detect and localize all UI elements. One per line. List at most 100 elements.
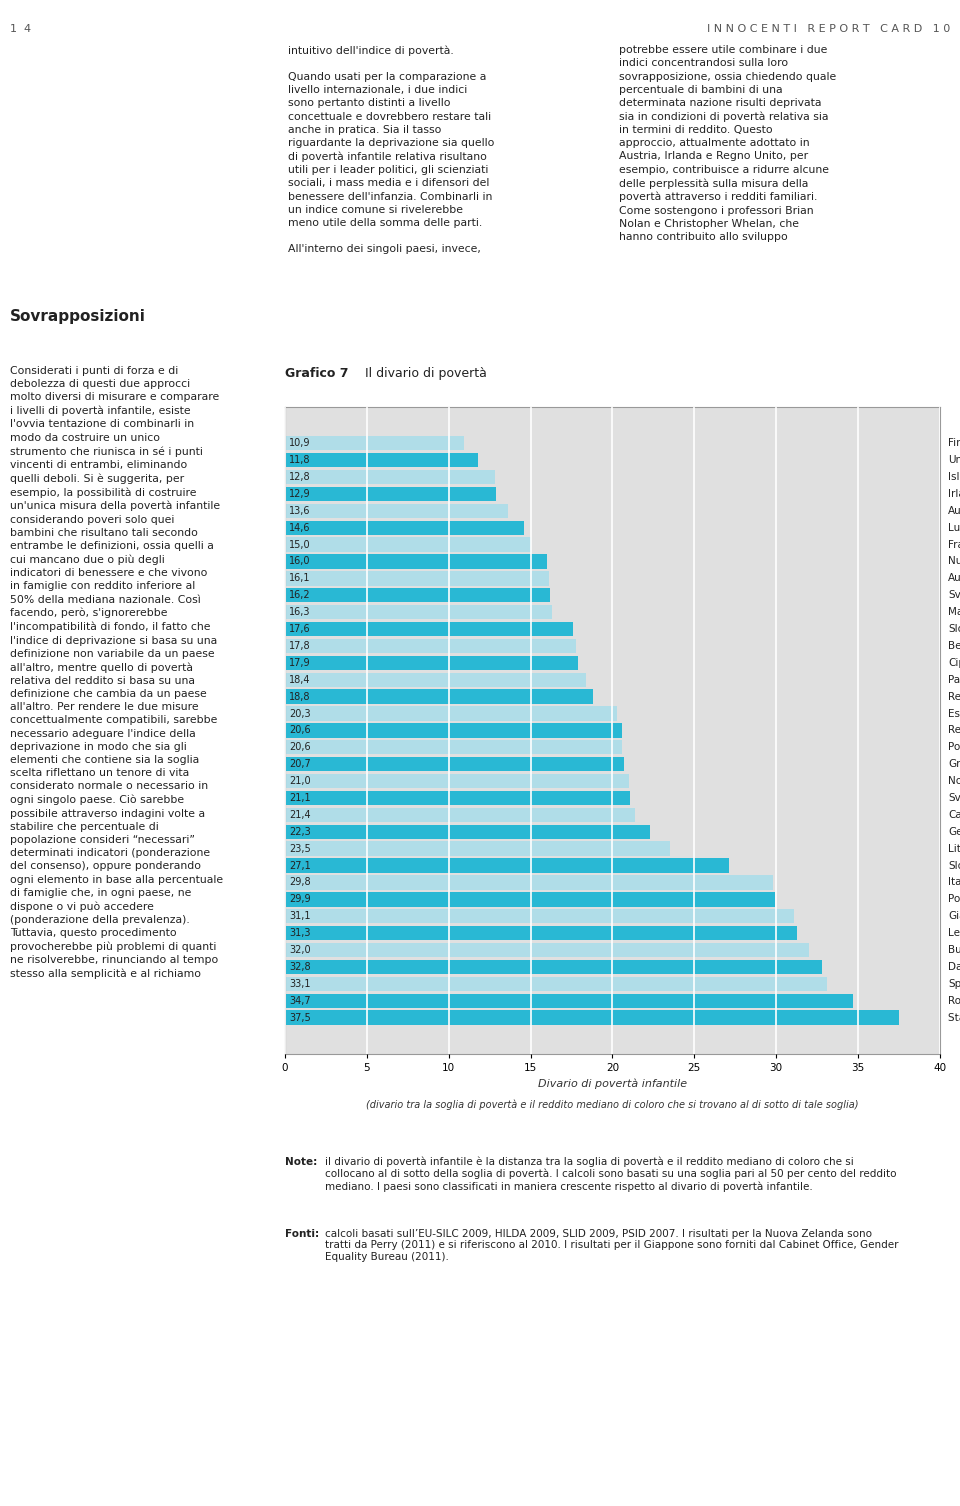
Bar	[285, 959, 822, 974]
Text: 18,8: 18,8	[289, 691, 311, 702]
Text: Italia: Italia	[948, 878, 960, 887]
Bar	[285, 587, 550, 602]
Text: Germania: Germania	[948, 827, 960, 837]
Text: Malta: Malta	[948, 607, 960, 617]
Text: Polonia: Polonia	[948, 742, 960, 753]
Bar	[285, 639, 576, 654]
Bar	[285, 706, 617, 721]
Text: 17,6: 17,6	[289, 623, 311, 634]
Text: 29,9: 29,9	[289, 895, 311, 904]
Text: 33,1: 33,1	[289, 979, 311, 989]
Bar	[285, 842, 670, 855]
Bar	[285, 571, 549, 586]
Text: Slovenia: Slovenia	[948, 623, 960, 634]
Text: potrebbe essere utile combinare i due
indici concentrandosi sulla loro
sovrappos: potrebbe essere utile combinare i due in…	[619, 45, 836, 242]
Text: 31,3: 31,3	[289, 928, 311, 938]
Text: 34,7: 34,7	[289, 995, 311, 1006]
Text: Romania: Romania	[948, 995, 960, 1006]
Text: 16,2: 16,2	[289, 590, 311, 601]
Text: 16,0: 16,0	[289, 557, 311, 566]
Bar	[285, 807, 636, 822]
Text: calcoli basati sull’EU-SILC 2009, HILDA 2009, SLID 2009, PSID 2007. I risultati : calcoli basati sull’EU-SILC 2009, HILDA …	[325, 1229, 899, 1262]
Text: 20,6: 20,6	[289, 742, 311, 753]
Text: intuitivo dell'indice di povertà.

Quando usati per la comparazione a
livello in: intuitivo dell'indice di povertà. Quando…	[288, 45, 494, 255]
Text: Lettonia: Lettonia	[948, 928, 960, 938]
Text: 20,7: 20,7	[289, 759, 311, 770]
Text: 11,8: 11,8	[289, 455, 311, 465]
Text: Bulgaria: Bulgaria	[948, 944, 960, 955]
Text: 21,0: 21,0	[289, 776, 311, 786]
Text: 1  4: 1 4	[10, 24, 31, 35]
Text: Regno Unito: Regno Unito	[948, 691, 960, 702]
Text: Lituania: Lituania	[948, 843, 960, 854]
Text: Paesi Bassi: Paesi Bassi	[948, 675, 960, 685]
Text: 16,1: 16,1	[289, 574, 311, 583]
Bar	[285, 486, 496, 501]
Text: il divario di povertà infantile è la distanza tra la soglia di povertà e il redd: il divario di povertà infantile è la dis…	[325, 1157, 897, 1191]
Text: 16,3: 16,3	[289, 607, 311, 617]
Bar	[285, 437, 464, 450]
Text: 17,9: 17,9	[289, 658, 311, 667]
Bar	[285, 690, 593, 703]
Text: Estonia: Estonia	[948, 708, 960, 718]
Text: 15,0: 15,0	[289, 539, 311, 550]
Text: Divario di povertà infantile: Divario di povertà infantile	[538, 1078, 687, 1089]
Bar	[285, 521, 524, 535]
Bar	[285, 774, 629, 788]
Bar	[285, 791, 631, 806]
Text: Nuova Zelanda: Nuova Zelanda	[948, 557, 960, 566]
Text: Norvegia: Norvegia	[948, 776, 960, 786]
Text: Grecia: Grecia	[948, 759, 960, 770]
Text: Svizzera: Svizzera	[948, 590, 960, 601]
Text: Stati Uniti: Stati Uniti	[948, 1012, 960, 1023]
Text: Canada: Canada	[948, 810, 960, 819]
Text: 32,0: 32,0	[289, 944, 311, 955]
Text: 10,9: 10,9	[289, 438, 311, 449]
Text: 18,4: 18,4	[289, 675, 311, 685]
Text: Francia: Francia	[948, 539, 960, 550]
Text: Austria: Austria	[948, 574, 960, 583]
Text: 20,3: 20,3	[289, 708, 311, 718]
Bar	[285, 470, 494, 485]
Bar	[285, 994, 853, 1008]
Text: 27,1: 27,1	[289, 860, 311, 870]
Text: 21,1: 21,1	[289, 794, 311, 803]
Bar	[285, 943, 809, 958]
Text: 14,6: 14,6	[289, 523, 311, 533]
Bar	[285, 1011, 899, 1024]
Text: 13,6: 13,6	[289, 506, 311, 517]
Text: 37,5: 37,5	[289, 1012, 311, 1023]
Text: Cipro: Cipro	[948, 658, 960, 667]
Text: 12,8: 12,8	[289, 471, 311, 482]
Text: 23,5: 23,5	[289, 843, 311, 854]
Text: Danimarca: Danimarca	[948, 962, 960, 971]
Bar	[285, 858, 729, 873]
Text: Fonti:: Fonti:	[285, 1229, 320, 1239]
Text: 12,9: 12,9	[289, 489, 311, 498]
Text: I N N O C E N T I   R E P O R T   C A R D   1 0: I N N O C E N T I R E P O R T C A R D 1 …	[708, 24, 950, 35]
Text: Il divario di povertà: Il divario di povertà	[357, 366, 487, 380]
Bar	[285, 538, 531, 551]
Text: Finlandia: Finlandia	[948, 438, 960, 449]
Text: Svezia: Svezia	[948, 794, 960, 803]
Text: (divario tra la soglia di povertà e il reddito mediano di coloro che si trovano : (divario tra la soglia di povertà e il r…	[366, 1099, 859, 1110]
Text: Repubblica Ceca: Repubblica Ceca	[948, 726, 960, 735]
Bar	[285, 825, 650, 839]
Text: 22,3: 22,3	[289, 827, 311, 837]
Text: Portogallo: Portogallo	[948, 895, 960, 904]
Text: 32,8: 32,8	[289, 962, 311, 971]
Text: Giappone: Giappone	[948, 911, 960, 922]
Text: Sovrapposizioni: Sovrapposizioni	[10, 309, 146, 324]
Bar	[285, 605, 552, 619]
Text: 21,4: 21,4	[289, 810, 311, 819]
Text: Slovacchia: Slovacchia	[948, 860, 960, 870]
Bar	[285, 503, 508, 518]
Text: 29,8: 29,8	[289, 878, 311, 887]
Bar	[285, 622, 573, 636]
Bar	[285, 976, 827, 991]
Text: Spagna: Spagna	[948, 979, 960, 989]
Text: Irlanda: Irlanda	[948, 489, 960, 498]
Bar	[285, 655, 578, 670]
Bar	[285, 554, 547, 569]
Text: Note:: Note:	[285, 1157, 318, 1167]
